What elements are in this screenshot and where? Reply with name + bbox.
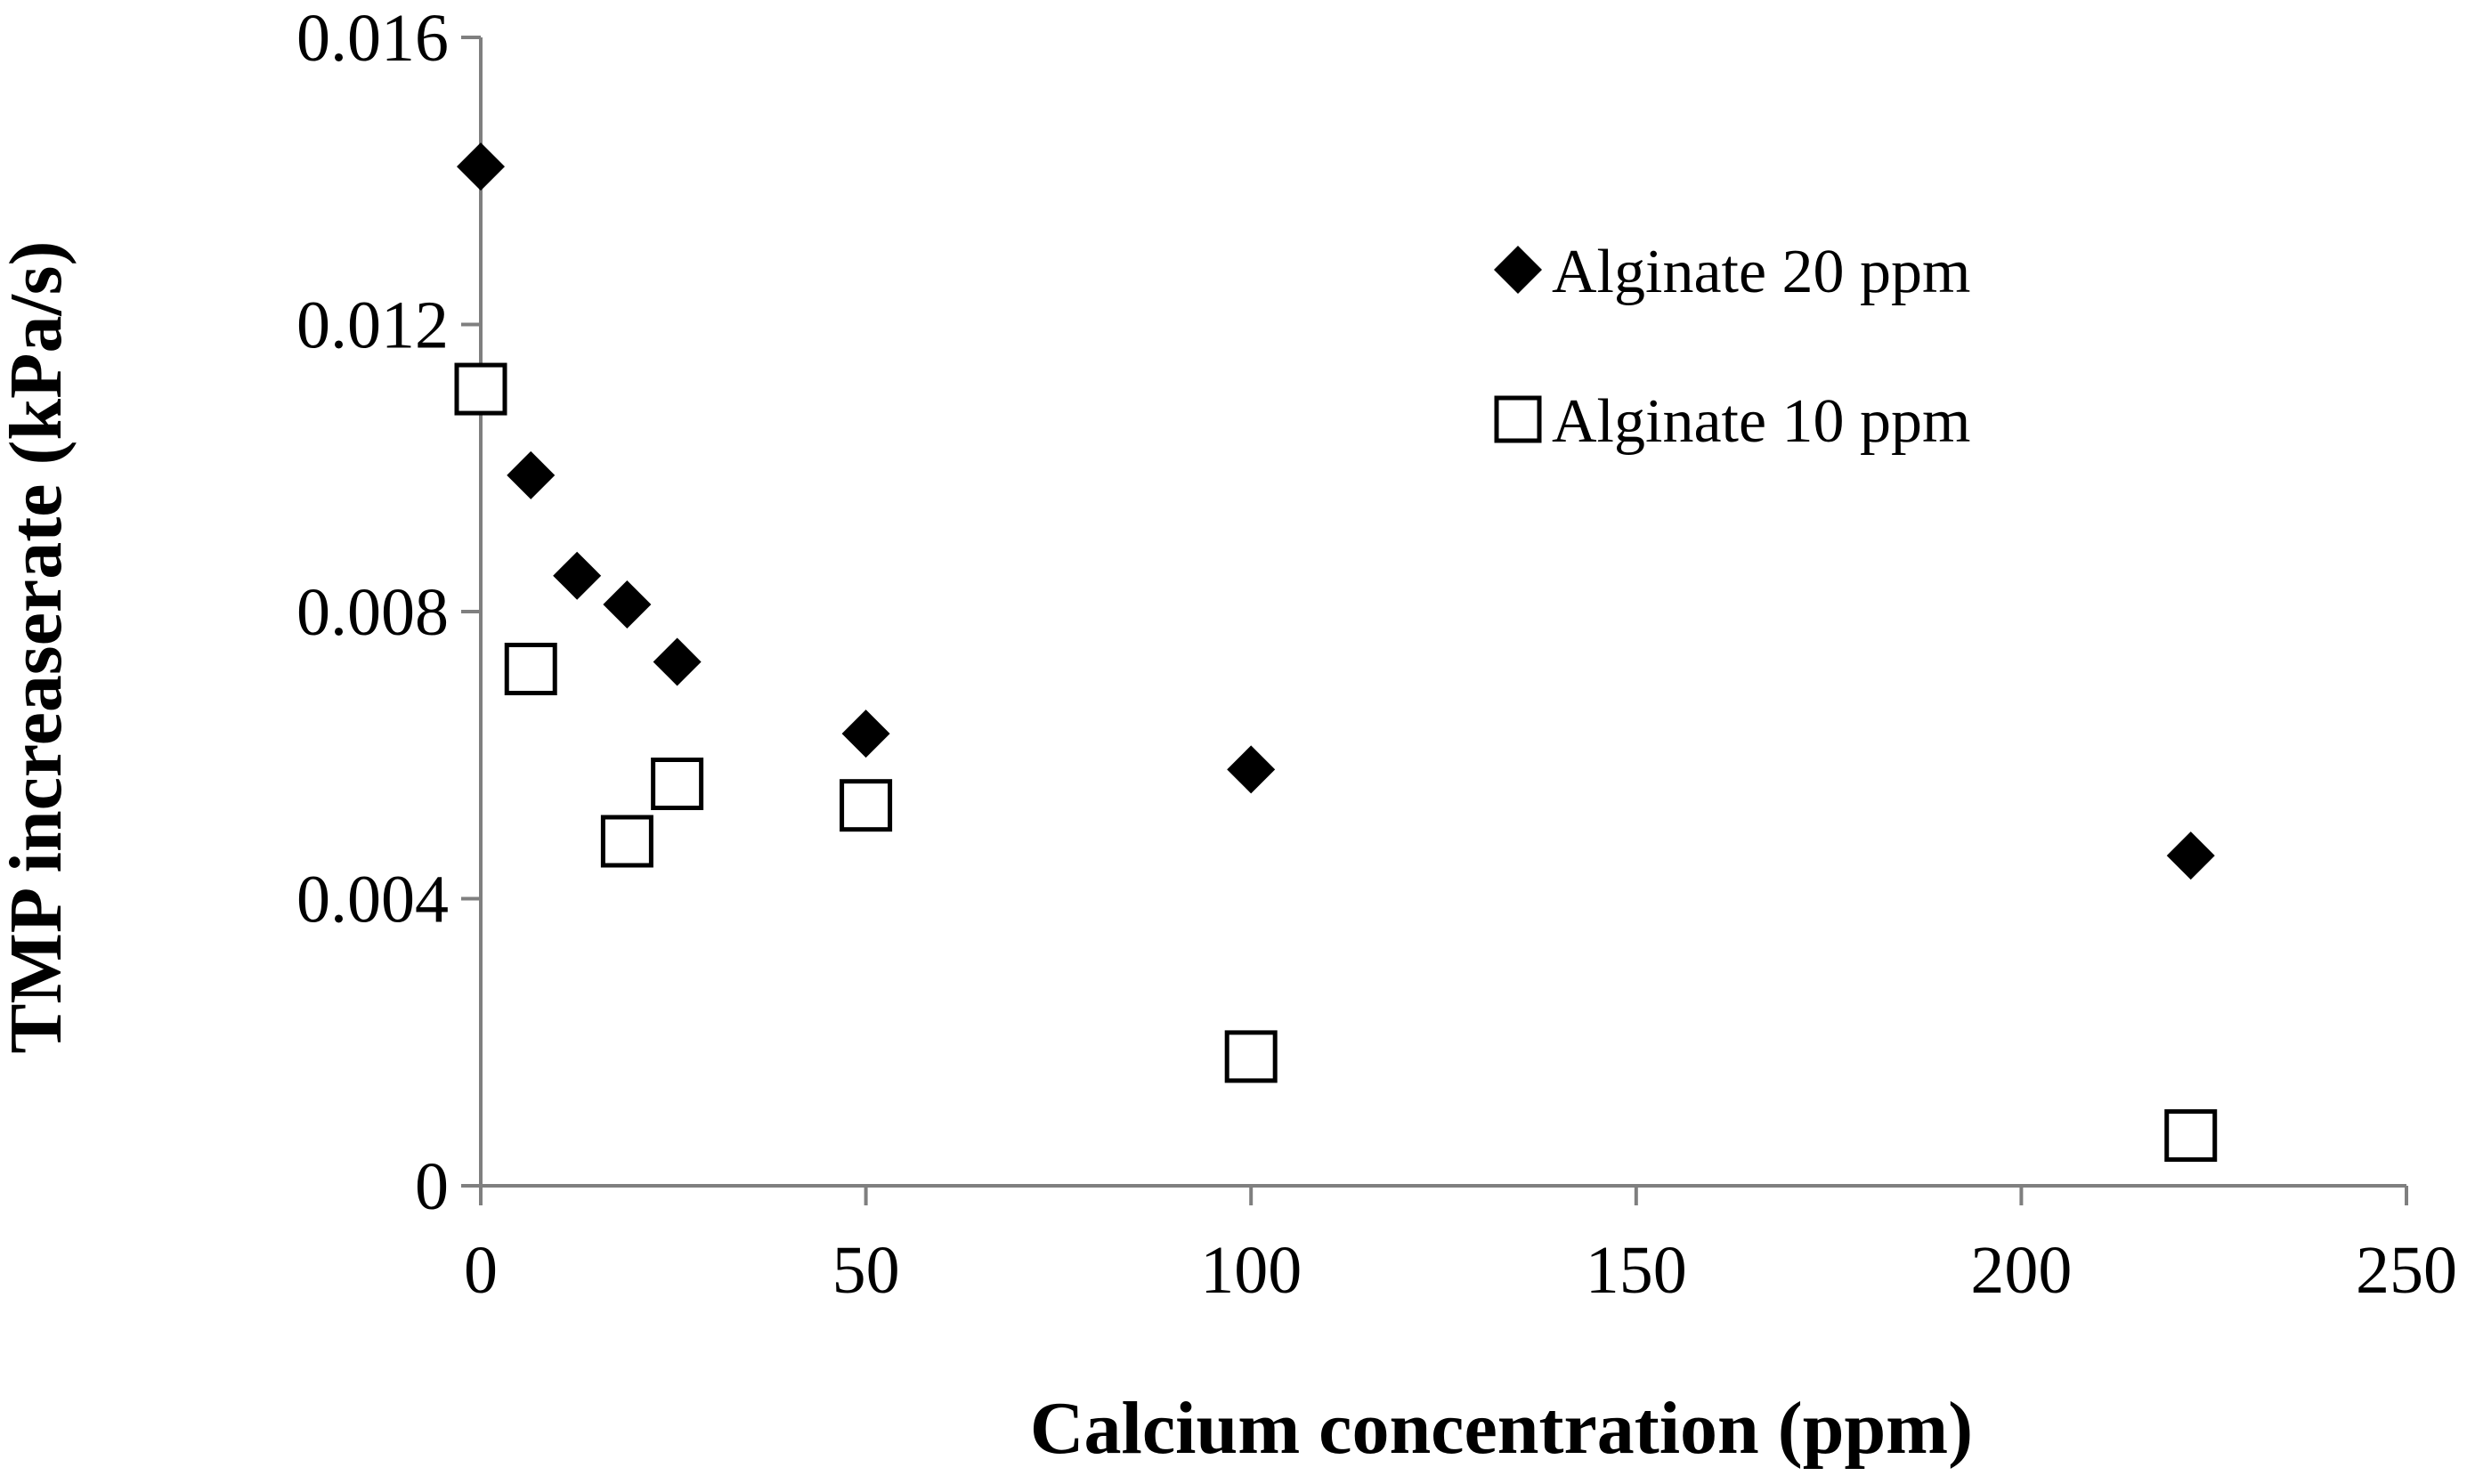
data-point-square: [454, 362, 507, 416]
legend-label: Alginate 20 ppm: [1552, 238, 1970, 306]
data-point-diamond: [553, 551, 602, 600]
y-tick-label: 0.004: [296, 863, 449, 937]
y-tick-label: 0.016: [296, 1, 449, 76]
x-tick-label: 100: [1200, 1233, 1302, 1308]
data-point-square: [1224, 1030, 1278, 1083]
axes: 0 0.004 0.008 0.012 0.016 0 50 100 150 200 250: [296, 1, 2457, 1308]
legend-marker-diamond: [1494, 246, 1542, 294]
data-point-square: [2164, 1109, 2218, 1163]
y-axis-title: TMP increaserate (kPa/s): [0, 241, 77, 1054]
data-point-diamond: [841, 710, 890, 758]
data-point-diamond: [603, 580, 652, 628]
x-tick-label: 250: [2356, 1233, 2457, 1308]
data-point-square: [504, 643, 557, 695]
x-tick-label: 150: [1586, 1233, 1687, 1308]
x-ticks: 0 50 100 150 200 250: [464, 1186, 2457, 1308]
x-tick-label: 200: [1970, 1233, 2072, 1308]
data-point-square: [840, 779, 893, 832]
data-point-square: [600, 815, 653, 868]
legend: Alginate 20 ppm Alginate 10 ppm: [1494, 238, 1970, 456]
data-point-diamond: [2166, 831, 2215, 880]
data-point-diamond: [507, 450, 556, 499]
data-point-diamond: [653, 637, 702, 686]
x-tick-label: 50: [832, 1233, 900, 1308]
data-point-square: [651, 758, 704, 810]
y-tick-label: 0.008: [296, 575, 449, 650]
legend-label: Alginate 10 ppm: [1552, 387, 1970, 456]
legend-marker-square: [1494, 395, 1542, 443]
data-point-diamond: [457, 142, 505, 191]
data-point-diamond: [1227, 745, 1276, 794]
x-tick-label: 0: [464, 1233, 498, 1308]
y-tick-label: 0.012: [296, 288, 449, 363]
series-alginate-20-ppm: [457, 142, 2215, 880]
y-tick-label: 0: [415, 1149, 449, 1224]
data-points: [454, 142, 2218, 1163]
series-alginate-10-ppm: [454, 362, 2218, 1163]
y-ticks: 0 0.004 0.008 0.012 0.016: [296, 1, 481, 1224]
x-axis-title: Calcium concentration (ppm): [1030, 1387, 1973, 1470]
